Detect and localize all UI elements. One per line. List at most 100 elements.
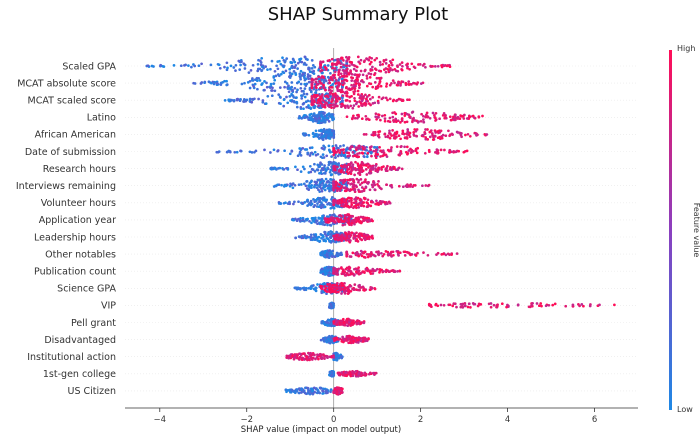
feature-label: Interviews remaining	[16, 181, 116, 192]
shap-point	[322, 353, 325, 356]
shap-point	[438, 117, 441, 121]
shap-point	[315, 88, 318, 92]
shap-point	[332, 129, 335, 133]
shap-point	[368, 76, 372, 79]
shap-point	[321, 147, 325, 151]
shap-point	[339, 144, 342, 148]
shap-point	[335, 284, 339, 287]
shap-point	[311, 118, 315, 121]
shap-point	[363, 238, 367, 242]
shap-point	[337, 290, 340, 294]
shap-point	[447, 129, 450, 133]
shap-point	[330, 62, 334, 65]
shap-point	[310, 146, 314, 149]
shap-point	[330, 289, 334, 292]
shap-point	[348, 60, 352, 64]
shap-point	[291, 218, 295, 222]
shap-point	[305, 115, 309, 119]
shap-point	[356, 240, 360, 243]
shap-point	[319, 180, 322, 184]
shap-point	[333, 267, 337, 270]
shap-point	[376, 183, 379, 186]
shap-point	[278, 86, 282, 89]
shap-point	[391, 115, 395, 119]
shap-point	[396, 270, 399, 273]
shap-point	[412, 184, 416, 187]
shap-point	[544, 304, 548, 308]
shap-point	[340, 281, 344, 285]
shap-point	[235, 150, 239, 154]
shap-point	[310, 95, 314, 99]
shap-point	[298, 60, 302, 64]
shap-point	[422, 118, 425, 121]
shap-point	[333, 73, 336, 77]
shap-point	[362, 189, 366, 193]
shap-point	[318, 178, 322, 182]
shap-point	[324, 137, 328, 140]
shap-point	[279, 202, 283, 205]
shap-point	[303, 82, 307, 86]
shap-point	[295, 81, 299, 85]
feature-label: Scaled GPA	[62, 61, 116, 72]
shap-point	[238, 68, 242, 71]
shap-point	[367, 237, 371, 241]
shap-point	[334, 92, 337, 95]
shap-point	[360, 95, 364, 99]
shap-point	[477, 115, 481, 119]
shap-point	[357, 285, 361, 288]
shap-point	[329, 273, 333, 277]
shap-point	[356, 196, 360, 200]
shap-point	[364, 103, 367, 107]
shap-point	[444, 115, 447, 119]
shap-point	[362, 133, 366, 136]
shap-point	[329, 251, 333, 255]
shap-point	[342, 321, 346, 324]
shap-point	[327, 144, 331, 148]
shap-point	[329, 388, 333, 391]
shap-point	[483, 133, 487, 136]
shap-point	[338, 151, 342, 154]
shap-point	[564, 304, 568, 308]
shap-point	[376, 115, 380, 119]
shap-point	[159, 63, 162, 67]
shap-point	[442, 112, 446, 115]
shap-point	[288, 95, 292, 98]
shap-point	[358, 288, 362, 292]
shap-point	[276, 67, 280, 71]
shap-point	[408, 98, 411, 102]
shap-point	[362, 60, 366, 64]
shap-point	[369, 82, 373, 86]
shap-point	[381, 62, 385, 66]
shap-point	[312, 219, 315, 223]
shap-point	[304, 63, 308, 67]
shap-point	[407, 113, 411, 117]
shap-point	[345, 91, 349, 95]
shap-point	[322, 127, 326, 131]
shap-point	[291, 354, 294, 358]
shap-point	[298, 74, 302, 78]
shap-point	[439, 148, 443, 152]
shap-point	[342, 171, 346, 174]
shap-point	[339, 90, 343, 94]
shap-point	[307, 133, 311, 137]
shap-point	[240, 82, 244, 86]
shap-point	[289, 99, 292, 102]
shap-point	[540, 304, 543, 308]
shap-point	[452, 149, 456, 153]
shap-point	[357, 254, 361, 258]
shap-point	[422, 251, 425, 254]
shap-point	[248, 86, 252, 90]
shap-point	[316, 353, 320, 357]
shap-point	[269, 67, 272, 71]
shap-point	[283, 60, 287, 64]
shap-point	[313, 116, 317, 120]
shap-point	[298, 287, 302, 291]
shap-point	[413, 81, 417, 85]
shap-point	[232, 99, 236, 102]
shap-point	[357, 190, 361, 193]
shap-point	[312, 205, 316, 209]
shap-point	[363, 373, 367, 377]
shap-point	[291, 94, 295, 98]
shap-point	[403, 145, 406, 149]
shap-point	[309, 238, 313, 242]
